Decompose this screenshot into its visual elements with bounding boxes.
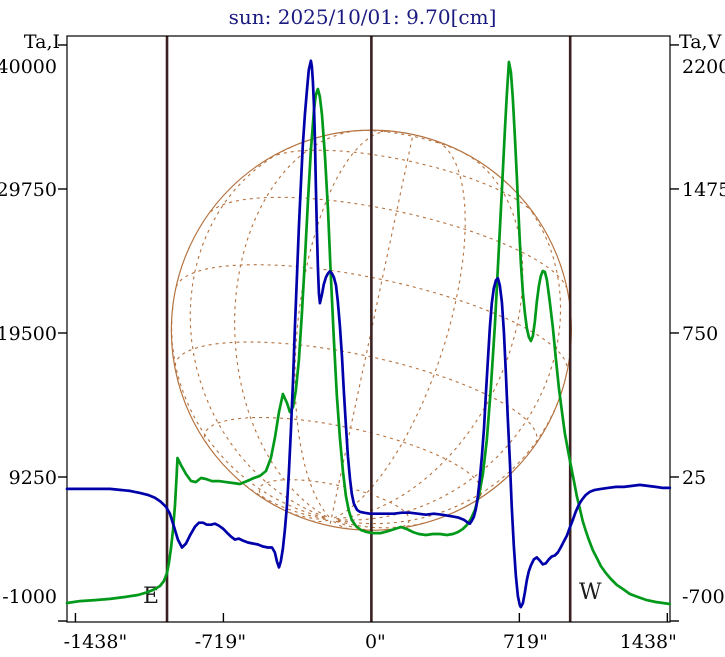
right-tick-label: 2200 [682,56,725,78]
right-tick-label: 1475 [682,179,725,201]
chart-title: sun: 2025/10/01: 9.70[cm] [228,5,497,29]
tick-labels: 40000 29750 19500 9250 -1000 2200 1475 750 25 -70… [0,56,725,653]
left-tick-label: 19500 [0,323,57,345]
solar-heliographic-grid [171,130,568,530]
ta-v-curve [65,59,672,609]
right-tick-label: -700 [682,586,725,608]
left-tick-label: -1000 [2,586,57,608]
plot-border [66,35,671,623]
left-tick-label: 40000 [0,56,57,78]
right-tick-label: 25 [682,467,706,489]
left-tick-label: 9250 [9,467,57,489]
left-axis-title: Ta,I [23,31,60,53]
axis-ticks [58,44,679,622]
x-tick-label: 1438" [620,631,677,653]
ta-i-curve [65,60,672,606]
right-tick-label: 750 [682,323,718,345]
x-tick-label: 0" [365,631,386,653]
x-tick-label: 719" [503,631,548,653]
x-tick-label: -1438" [64,631,128,653]
left-tick-label: 29750 [0,179,57,201]
x-tick-label: -719" [195,631,246,653]
right-axis-title: Ta,V [679,31,722,53]
west-limb-label: W [579,580,602,605]
